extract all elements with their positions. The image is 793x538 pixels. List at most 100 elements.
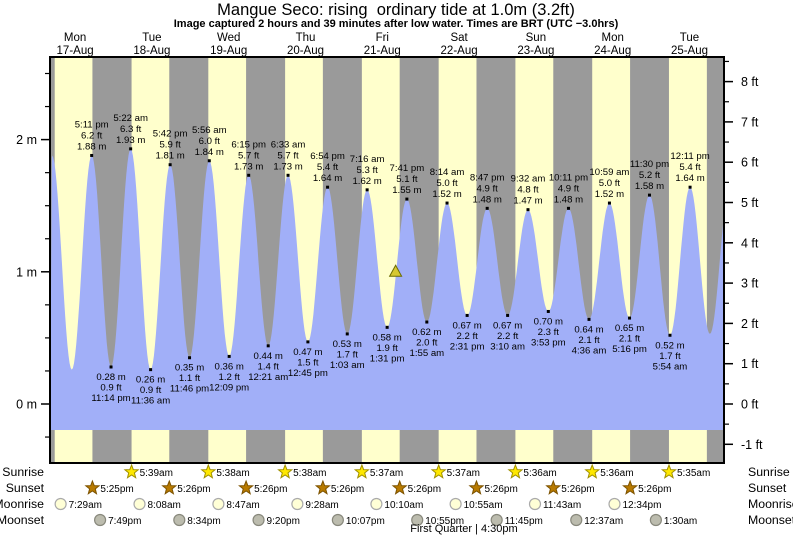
low-tide-dot (465, 313, 469, 317)
low-tide-label: 0.62 m (412, 327, 441, 338)
low-tide-label: 0.9 ft (100, 382, 122, 393)
sunrise-time: 5:36am (600, 468, 633, 479)
moonset-time: 10:07pm (346, 516, 385, 527)
axes-layer: 0 m 1 m 2 m -1 ft 0 ft 1 ft 2 ft 3 ft 4 ft 5 ft 6 … (16, 56, 763, 464)
low-tide-label: 3:53 pm (531, 337, 566, 348)
right-axis-label: 0 ft (741, 398, 759, 412)
low-tide-label: 12:45 pm (288, 368, 328, 379)
low-tide-label: 1:31 pm (370, 353, 405, 364)
moonrise-time: 9:28am (305, 500, 338, 511)
high-tide-dot (247, 173, 251, 177)
low-tide-label: 3:10 am (490, 341, 525, 352)
low-tide-label: 0.47 m (293, 347, 322, 358)
moonset-time: 7:49pm (108, 516, 141, 527)
low-tide-label: 1.7 ft (337, 349, 359, 360)
high-tide-label: 1.48 m (554, 194, 583, 205)
moonset-circle-icon (570, 513, 583, 527)
low-tide-label: 1.5 ft (297, 357, 319, 368)
high-tide-label: 5:22 am (113, 113, 148, 124)
day-date-label: 23-Aug (517, 45, 554, 57)
sunset-row-label-right: Sunset (748, 481, 787, 495)
right-axis-label: 7 ft (741, 115, 759, 129)
low-tide-label: 0.35 m (175, 363, 204, 374)
moonrise-circle-icon (54, 497, 67, 511)
day-name-label: Tue (142, 32, 161, 44)
low-tide-label: 0.67 m (452, 320, 481, 331)
high-tide-label: 6.0 ft (199, 136, 221, 147)
low-tide-dot (425, 320, 429, 324)
left-axis-label: 2 m (16, 133, 37, 147)
moonset-time: 11:45pm (505, 516, 543, 527)
low-tide-label: 2.2 ft (497, 331, 519, 342)
moonset-circle-icon (411, 513, 424, 527)
moonset-circle-icon (331, 513, 344, 527)
moonrise-circle-icon (212, 497, 225, 511)
low-tide-dot (587, 317, 591, 321)
high-tide-label: 5:11 pm (75, 119, 109, 130)
high-tide-label: 8:47 pm (470, 172, 505, 183)
low-tide-label: 2.1 ft (578, 335, 600, 346)
low-tide-label: 11:46 pm (170, 384, 209, 395)
high-tide-label: 1.88 m (77, 141, 106, 152)
moonset-row-label-left: Moonset (0, 513, 45, 527)
moonrise-circle-icon (370, 497, 383, 511)
sunset-row-label-left: Sunset (6, 481, 45, 495)
moonset-circle-icon (252, 513, 265, 527)
low-tide-label: 1.9 ft (376, 343, 398, 354)
high-tide-dot (485, 206, 489, 210)
sunset-time: 5:26pm (638, 484, 671, 495)
tide-curve-layer (50, 148, 724, 430)
day-date-label: 19-Aug (210, 45, 247, 57)
moonrise-circle-icon (133, 497, 146, 511)
high-tide-label: 1.58 m (635, 181, 664, 192)
day-date-label: 24-Aug (594, 45, 631, 57)
high-tide-label: 5:56 am (192, 125, 227, 136)
high-tide-dot (405, 197, 409, 201)
high-tide-dot (129, 147, 133, 151)
low-tide-dot (506, 313, 510, 317)
high-tide-label: 5.7 ft (277, 150, 299, 161)
sunset-time: 5:26pm (561, 484, 594, 495)
sunrise-time: 5:36am (523, 468, 556, 479)
high-tide-label: 11:30 pm (630, 159, 669, 170)
sunrise-star-icon (507, 463, 524, 479)
right-axis-label: 3 ft (741, 277, 759, 291)
high-tide-label: 8:14 am (430, 167, 465, 178)
high-tide-label: 5.7 ft (238, 150, 260, 161)
high-tide-label: 6:54 pm (310, 151, 345, 162)
high-tide-label: 4.9 ft (477, 183, 499, 194)
low-tide-dot (385, 325, 389, 329)
high-tide-dot (90, 153, 94, 157)
low-tide-label: 2.0 ft (416, 338, 438, 349)
low-tide-label: 1.2 ft (218, 372, 240, 383)
day-date-label: 25-Aug (671, 45, 708, 57)
low-tide-label: 0.28 m (96, 372, 125, 383)
sunset-time: 5:26pm (254, 484, 287, 495)
low-tide-label: 1.4 ft (258, 361, 280, 372)
day-name-label: Fri (376, 32, 389, 44)
high-tide-label: 1.73 m (234, 161, 263, 172)
low-tide-dot (109, 365, 113, 369)
high-tide-dot (168, 163, 172, 167)
low-tide-label: 0.65 m (615, 323, 644, 334)
low-tide-label: 0.36 m (214, 361, 243, 372)
high-tide-label: 10:59 am (589, 167, 629, 178)
high-tide-dot (445, 201, 449, 205)
high-tide-dot (607, 201, 611, 205)
sunrise-star-icon (584, 463, 601, 479)
moonset-time: 1:30am (664, 516, 697, 527)
moonset-circle-icon (649, 513, 662, 527)
high-tide-label: 7:16 am (350, 154, 385, 165)
page-subtitle: Image captured 2 hours and 39 minutes af… (174, 18, 619, 30)
right-axis-label: -1 ft (741, 438, 763, 452)
moonset-time: 8:34pm (187, 516, 220, 527)
low-tide-dot (306, 340, 310, 344)
moonrise-time: 7:29am (69, 500, 102, 511)
low-tide-dot (227, 354, 231, 358)
high-tide-label: 1.47 m (513, 196, 542, 207)
low-tide-label: 0.52 m (655, 340, 684, 351)
moonset-circle-icon (490, 513, 503, 527)
low-tide-label: 0.64 m (574, 324, 603, 335)
low-tide-label: 1:03 am (330, 360, 365, 371)
